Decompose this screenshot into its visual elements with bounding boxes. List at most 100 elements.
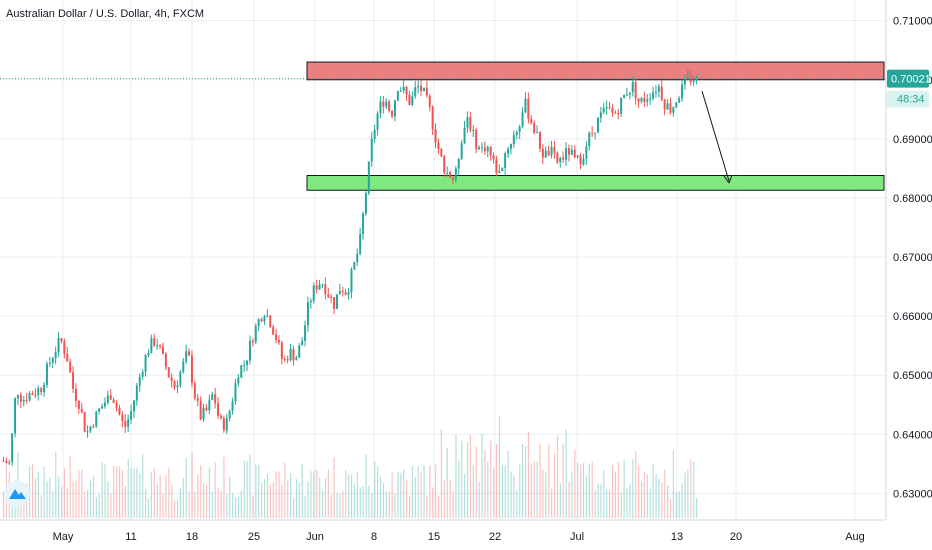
candle-body — [266, 315, 269, 317]
candle-body — [347, 292, 350, 295]
candle-body — [243, 365, 246, 367]
projection-arrow[interactable] — [701, 90, 730, 182]
volume-bar — [440, 429, 443, 518]
volume-bar — [458, 459, 460, 518]
volume-bar — [681, 483, 683, 518]
candle-body — [263, 316, 266, 322]
volume-bar — [133, 468, 135, 518]
resistance-zone[interactable] — [306, 61, 885, 81]
candle-body — [257, 319, 260, 327]
candle-body — [2, 460, 5, 462]
candle-body — [425, 87, 428, 96]
candle-body — [669, 103, 672, 113]
volume-bar — [522, 443, 524, 518]
volume-bar — [414, 476, 416, 518]
price-tick-label: 0.66000 — [893, 311, 932, 323]
candle-body — [92, 426, 95, 428]
candle-body — [16, 394, 19, 399]
volume-bar — [69, 456, 71, 518]
candle-body — [414, 87, 417, 97]
volume-bar — [313, 470, 315, 518]
volume-bar — [382, 483, 385, 518]
candle-body — [556, 152, 559, 163]
volume-bar — [182, 477, 184, 518]
candle-body — [306, 302, 309, 326]
volume-bar — [66, 488, 68, 518]
candle-body — [428, 95, 431, 107]
volume-bar — [568, 481, 570, 518]
support-zone[interactable] — [306, 175, 885, 191]
price-axis[interactable]: 0.710000.700000.690000.680000.670000.660… — [885, 0, 932, 520]
volume-bar — [533, 460, 535, 518]
candle-body — [60, 338, 63, 342]
volume-bar — [443, 480, 445, 518]
volume-bar — [336, 493, 338, 518]
time-axis[interactable]: May 11 18 25 Jun 8 15 22 Jul 13 20 Aug — [0, 519, 886, 543]
volume-bar — [655, 474, 657, 518]
volume-bar — [649, 488, 651, 518]
volume-bar — [495, 443, 498, 518]
volume-bar — [153, 468, 155, 518]
volume-bar — [571, 471, 573, 518]
candle-body — [228, 410, 231, 419]
candle-body — [144, 355, 147, 372]
volume-bar — [507, 450, 509, 518]
candle-body — [695, 78, 698, 81]
current-price-badge[interactable] — [887, 69, 929, 88]
volume-bar — [130, 467, 132, 518]
volume-bar — [377, 466, 379, 518]
chart-logo-icon — [9, 489, 26, 499]
candle-body — [683, 78, 686, 85]
volume-bar — [171, 484, 173, 518]
time-tick-label: 18 — [186, 531, 198, 543]
volume-bar — [408, 495, 411, 518]
volume-bar — [693, 461, 695, 518]
candle-body — [449, 172, 452, 178]
volume-bar — [423, 465, 425, 518]
candle-body — [77, 400, 80, 409]
candle-body — [376, 113, 379, 130]
volume-bar — [37, 471, 39, 518]
volume-bar — [101, 462, 103, 518]
volume-bar — [493, 467, 495, 518]
candle-body — [640, 98, 643, 102]
candle-body — [132, 400, 135, 412]
volume-bar — [545, 472, 547, 518]
volume-bar — [46, 480, 48, 518]
candle-body — [634, 81, 637, 99]
volume-bar — [98, 494, 100, 518]
candle-body — [66, 353, 69, 362]
volume-bar — [188, 490, 190, 518]
candle-body — [173, 381, 176, 388]
candle-body — [646, 99, 649, 102]
candle-body — [219, 415, 222, 419]
candle-body — [602, 107, 605, 113]
candle-body — [469, 117, 472, 131]
candle-body — [605, 107, 608, 109]
candle-body — [536, 132, 539, 134]
candle-body — [333, 297, 336, 309]
candle-body — [338, 290, 341, 295]
volume-bar — [72, 481, 74, 518]
volume-bar — [162, 493, 164, 518]
candle-body — [643, 98, 646, 102]
volume-bar — [110, 493, 112, 518]
candle-body — [530, 118, 533, 124]
volume-bar — [321, 490, 324, 518]
candle-body — [480, 147, 483, 149]
volume-bar — [237, 496, 240, 518]
candle-body — [489, 146, 492, 156]
candle-body — [565, 148, 568, 160]
candle-body — [588, 132, 591, 147]
sr-zones[interactable] — [306, 61, 885, 191]
candle-body — [214, 394, 217, 404]
annotations[interactable] — [0, 78, 886, 507]
volume-bar — [577, 462, 579, 518]
volume-bar — [527, 432, 530, 518]
volume-bar — [606, 488, 608, 518]
candle-body — [623, 95, 626, 98]
candle-body — [547, 150, 550, 156]
candle-body — [324, 284, 327, 295]
candle-body — [440, 148, 443, 157]
